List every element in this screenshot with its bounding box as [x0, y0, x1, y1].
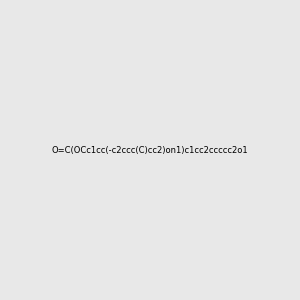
Text: O=C(OCc1cc(-c2ccc(C)cc2)on1)c1cc2ccccc2o1: O=C(OCc1cc(-c2ccc(C)cc2)on1)c1cc2ccccc2o… — [52, 146, 248, 154]
